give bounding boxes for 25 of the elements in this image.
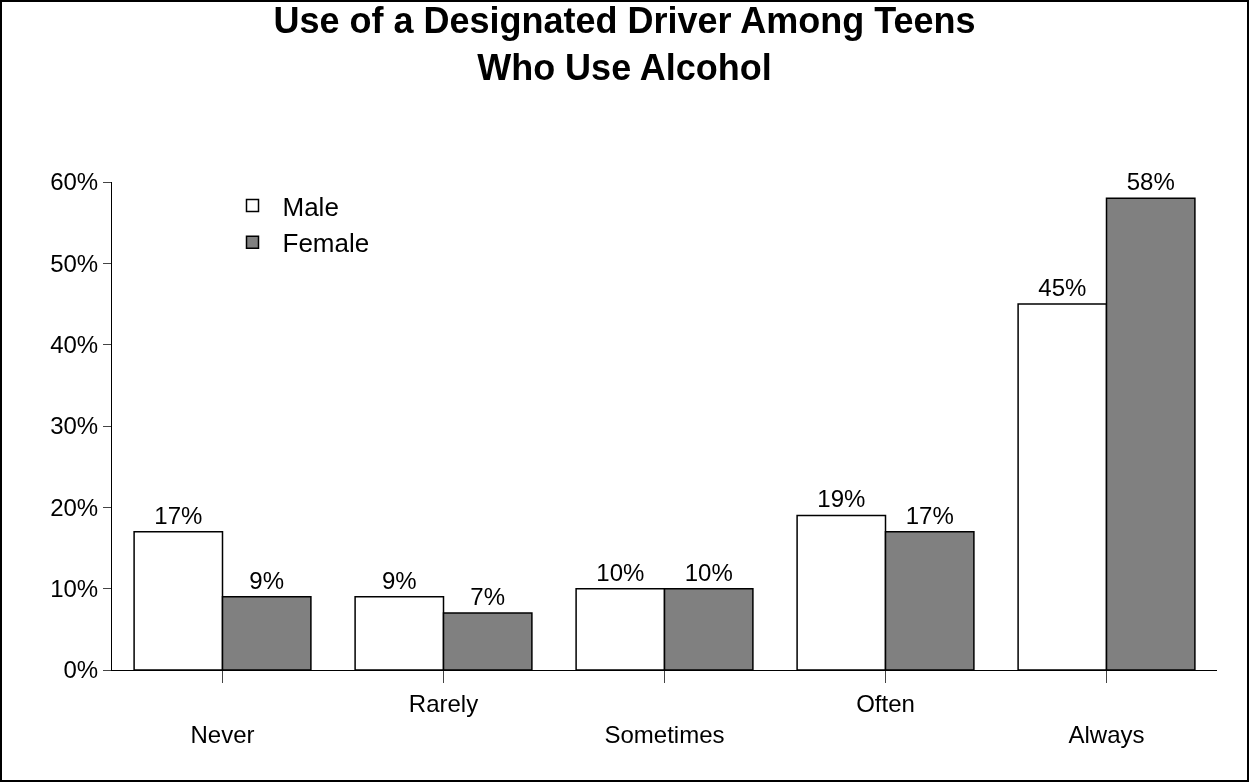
- y-tick-label: 40%: [50, 331, 99, 359]
- data-label: 17%: [905, 501, 954, 529]
- y-tick-label: 0%: [63, 656, 99, 684]
- data-label: 10%: [684, 558, 733, 586]
- data-label: 9%: [381, 566, 417, 594]
- data-label: 7%: [470, 583, 506, 611]
- data-label: 19%: [817, 485, 866, 513]
- y-tick-label: 30%: [50, 412, 99, 440]
- x-tick-label: Sometimes: [604, 721, 725, 748]
- legend-label: Male: [282, 191, 339, 222]
- y-tick-label: 50%: [50, 249, 99, 277]
- data-label: 10%: [596, 558, 645, 586]
- chart-title: Use of a Designated Driver Among Teens Who Use Alcohol: [273, 0, 976, 88]
- legend-label: Female: [282, 228, 370, 259]
- x-tick-label: Always: [1068, 721, 1145, 748]
- y-tick-label: 60%: [50, 168, 99, 196]
- y-tick-label: 10%: [50, 575, 99, 603]
- x-tick-label: Rarely: [408, 689, 479, 717]
- data-label: 17%: [154, 501, 203, 529]
- x-tick-label: Never: [190, 721, 255, 748]
- data-label: 58%: [1126, 168, 1175, 196]
- data-label: 45%: [1038, 274, 1087, 301]
- y-tick-label: 20%: [50, 493, 99, 521]
- data-label: 9%: [249, 566, 285, 594]
- x-tick-label: Often: [856, 689, 915, 717]
